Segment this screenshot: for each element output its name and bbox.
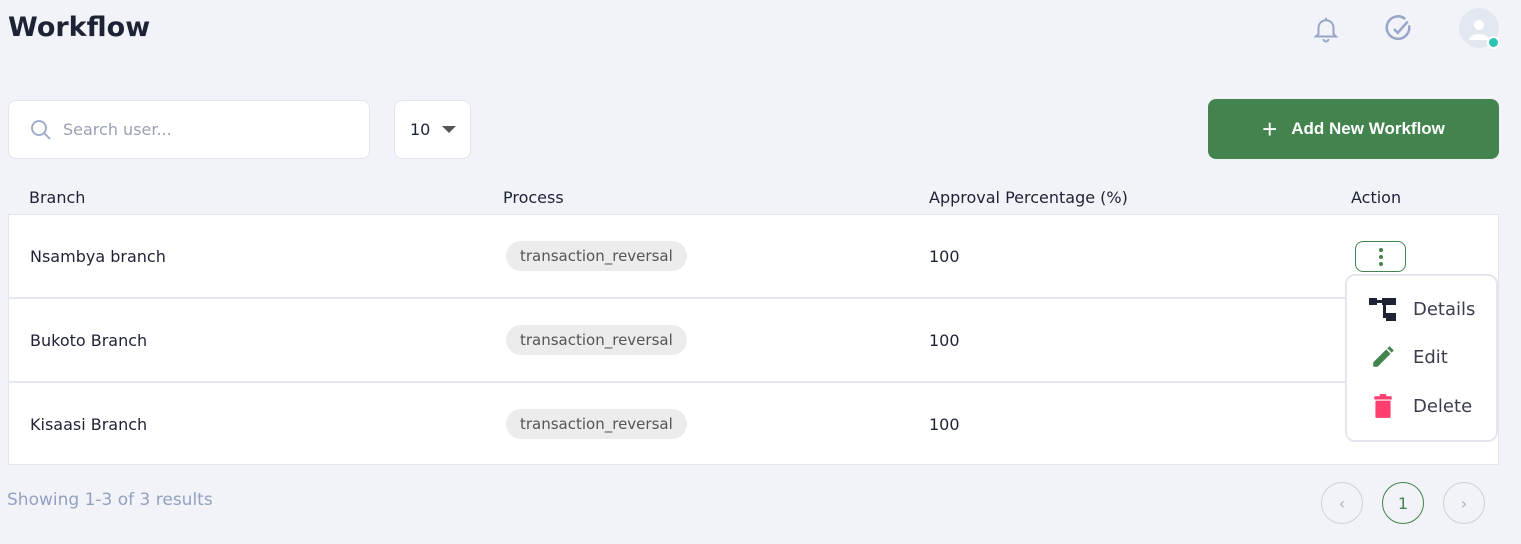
add-workflow-label: Add New Workflow bbox=[1291, 119, 1445, 138]
page-size-value: 10 bbox=[410, 120, 431, 139]
bell-icon[interactable] bbox=[1311, 14, 1341, 48]
branch-cell: Bukoto Branch bbox=[30, 331, 148, 350]
page-size-select[interactable]: 10 bbox=[394, 100, 471, 159]
approval-cell: 100 bbox=[929, 247, 960, 266]
results-summary: Showing 1-3 of 3 results bbox=[7, 490, 213, 510]
action-menu: Details Edit Delete bbox=[1345, 274, 1498, 442]
branch-cell: Nsambya branch bbox=[30, 247, 166, 266]
avatar[interactable] bbox=[1459, 8, 1500, 49]
menu-item-edit[interactable]: Edit bbox=[1369, 344, 1448, 370]
caret-down-icon bbox=[442, 126, 457, 133]
approval-cell: 100 bbox=[929, 331, 960, 350]
trash-icon bbox=[1374, 394, 1392, 418]
row-actions-button[interactable] bbox=[1355, 241, 1406, 272]
column-header-process: Process bbox=[503, 188, 564, 207]
approval-cell: 100 bbox=[929, 415, 960, 434]
column-header-action: Action bbox=[1351, 188, 1402, 207]
menu-item-details[interactable]: Details bbox=[1369, 296, 1475, 322]
menu-item-delete[interactable]: Delete bbox=[1369, 393, 1472, 419]
pencil-icon bbox=[1373, 346, 1394, 367]
column-header-branch: Branch bbox=[29, 188, 86, 207]
table-row: Nsambya branch transaction_reversal 100 bbox=[9, 215, 1498, 299]
online-status-dot bbox=[1487, 36, 1500, 49]
process-chip: transaction_reversal bbox=[506, 241, 687, 271]
prev-page-button[interactable]: ‹ bbox=[1321, 482, 1363, 524]
column-header-approval: Approval Percentage (%) bbox=[929, 188, 1128, 207]
hierarchy-icon bbox=[1369, 298, 1396, 321]
process-chip: transaction_reversal bbox=[506, 325, 687, 355]
table-row: Kisaasi Branch transaction_reversal 100 bbox=[9, 383, 1498, 467]
table-row: Bukoto Branch transaction_reversal 100 bbox=[9, 299, 1498, 383]
workflow-table: Nsambya branch transaction_reversal 100 Bu… bbox=[8, 214, 1499, 465]
page-title: Workflow bbox=[8, 12, 151, 43]
plus-icon: + bbox=[1262, 113, 1278, 144]
search-field[interactable] bbox=[8, 100, 370, 159]
process-chip: transaction_reversal bbox=[506, 409, 687, 439]
add-workflow-button[interactable]: + Add New Workflow bbox=[1208, 99, 1499, 159]
page-1-button[interactable]: 1 bbox=[1382, 482, 1424, 524]
branch-cell: Kisaasi Branch bbox=[30, 415, 148, 434]
search-input[interactable] bbox=[63, 120, 343, 139]
check-circle-icon[interactable] bbox=[1384, 14, 1414, 48]
next-page-button[interactable]: › bbox=[1443, 482, 1485, 524]
search-icon bbox=[31, 119, 51, 140]
